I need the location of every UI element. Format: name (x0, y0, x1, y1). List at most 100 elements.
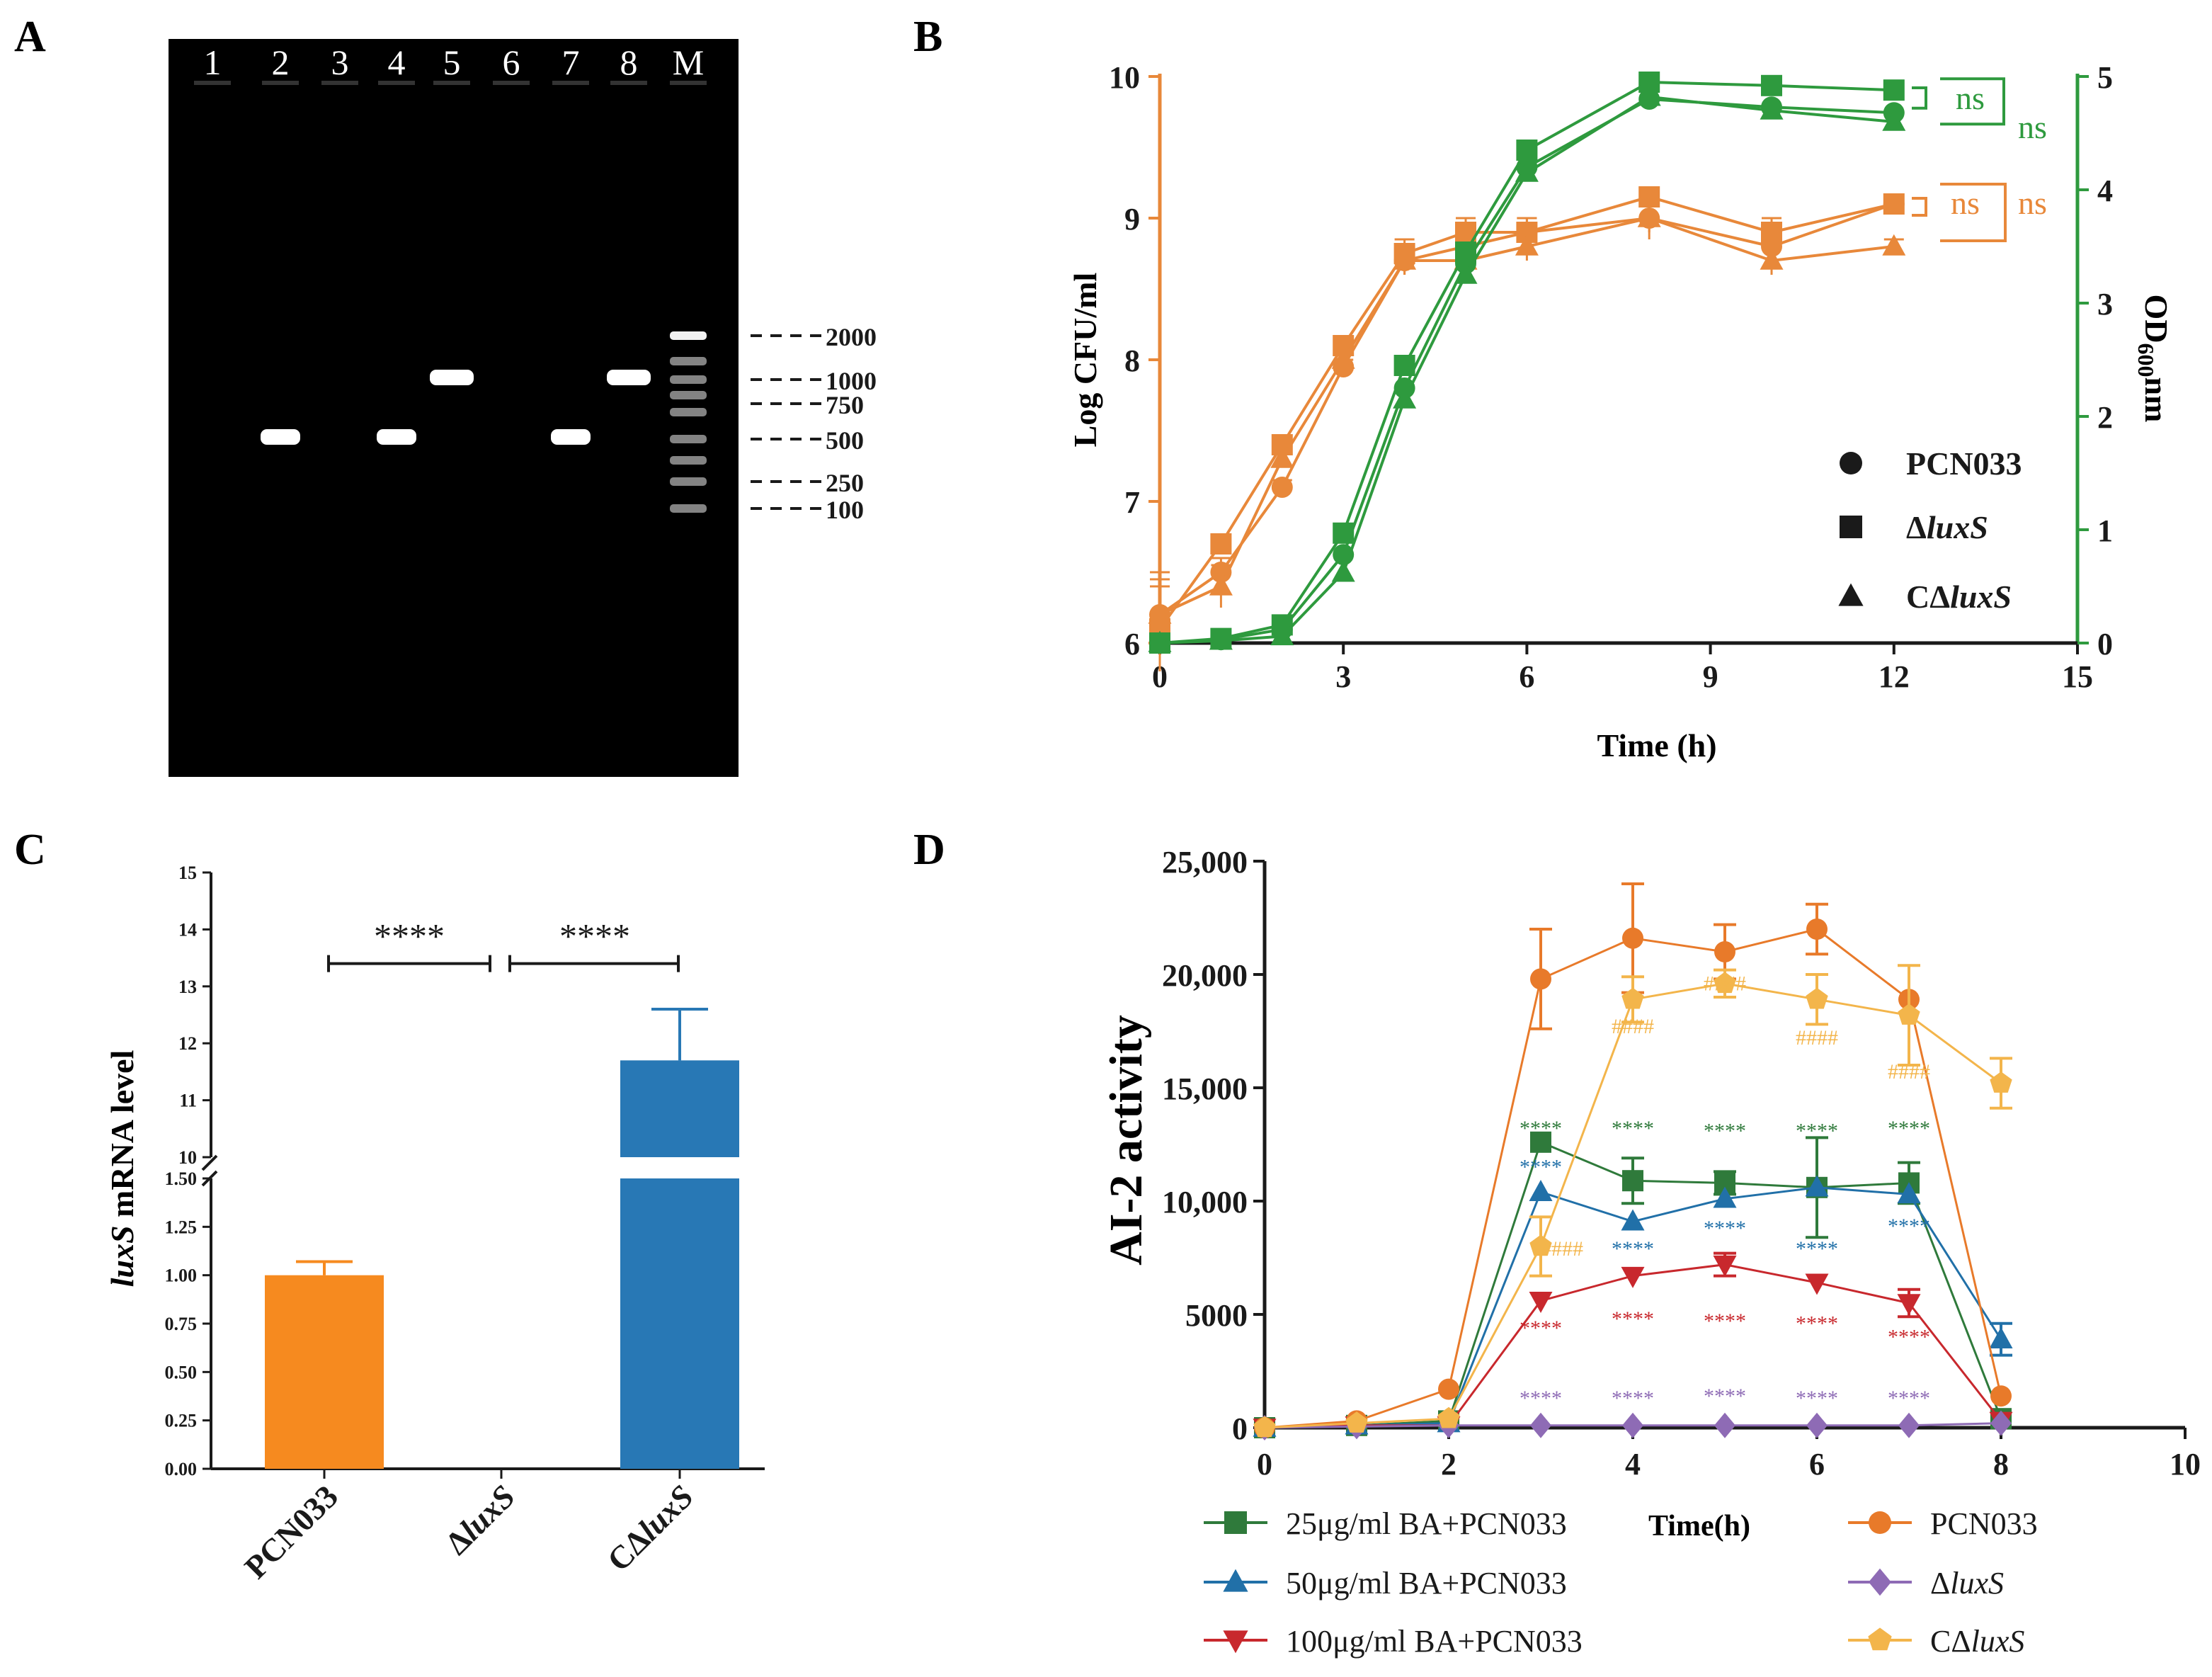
x-tick-label: 4 (1625, 1447, 1641, 1482)
ladder-band (670, 408, 707, 416)
data-point (1622, 1412, 1643, 1438)
chart-d: 0 2 4 6 8 10 0 5000 10,000 15,000 20,000 25,000 ****… (1162, 845, 2201, 1482)
chart-c-ylabel: luxS mRNA level (104, 1050, 140, 1287)
x-tick-label: 9 (1703, 659, 1718, 694)
ladder-band (670, 456, 707, 465)
y-left-tick-label: 10 (1109, 60, 1140, 95)
series-line-0 (1158, 203, 1895, 616)
chart-d-ylabel: AI-2 activity (1100, 1015, 1152, 1266)
chart-b-xlabel: Time (h) (1597, 727, 1716, 763)
y-tick-label: 13 (178, 977, 197, 997)
sig-marker: **** (1704, 1385, 1746, 1408)
gel-lane-label: 4 (388, 42, 406, 82)
sig-marker: **** (1704, 1309, 1746, 1333)
axis-break (201, 1154, 218, 1171)
data-point (1271, 477, 1293, 498)
data-point (1333, 522, 1355, 544)
gel-well (378, 81, 415, 85)
data-point (1714, 941, 1735, 962)
data-point (1210, 533, 1232, 555)
data-point (1529, 1234, 1552, 1256)
y-tick-label: 0.00 (165, 1459, 198, 1479)
bracket-outer-green (1940, 77, 2005, 126)
gel-well (670, 81, 707, 85)
sig-label: **** (559, 916, 630, 956)
data-point (1714, 972, 1736, 994)
marker-label-1000: 1000 (826, 367, 877, 395)
category-label-0: PCN033 (237, 1478, 345, 1586)
x-tick-label: 8 (1993, 1447, 2009, 1482)
data-point (1455, 241, 1476, 263)
sig-marker: #### (1704, 972, 1746, 995)
data-point (1805, 1175, 1829, 1197)
data-point (1883, 79, 1905, 101)
sig-marker: **** (1796, 1312, 1838, 1335)
data-point (1270, 446, 1294, 468)
sig-bracket-1 (327, 955, 491, 972)
legend-marker (1869, 1568, 1891, 1596)
data-point (1806, 987, 1828, 1009)
gel-lane-label: 8 (620, 42, 638, 82)
data-point (1529, 1179, 1553, 1201)
sig-marker: **** (1520, 1117, 1562, 1140)
panel-label-d: D (913, 826, 945, 874)
data-point (1529, 1292, 1553, 1314)
gel-image (169, 39, 739, 777)
legend-label-0: 25μg/ml BA+PCN033 (1286, 1506, 1567, 1541)
data-point (1209, 628, 1233, 650)
x-tick-label: 0 (1152, 659, 1168, 694)
gel-band-lane-2 (261, 429, 300, 445)
sig-marker: **** (1796, 1387, 1838, 1410)
gel-well (610, 81, 647, 85)
panel-label-a: A (14, 13, 46, 61)
sig-label: **** (374, 916, 445, 956)
data-point (1393, 355, 1415, 376)
gel-lane-label: 7 (562, 42, 580, 82)
legend-italic: luxS (1950, 1566, 2004, 1601)
marker-label-100: 100 (826, 496, 864, 524)
legend-marker (1223, 1630, 1248, 1654)
y-tick-label: 1.50 (165, 1169, 198, 1189)
y-tick-label: 0.25 (165, 1411, 198, 1431)
data-point (1637, 84, 1661, 106)
data-point (1438, 1378, 1459, 1400)
data-point (1393, 248, 1417, 270)
series-line-5 (1264, 982, 2002, 1429)
data-point (1897, 1182, 1921, 1204)
gel-well (493, 81, 530, 85)
x-tick-label: 3 (1335, 659, 1351, 694)
y-tick-label: 0 (1232, 1411, 1248, 1446)
gel-well (321, 81, 358, 85)
marker-label-250: 250 (826, 469, 864, 497)
ylabel-italic: luxS (104, 1225, 140, 1287)
data-point (1760, 248, 1784, 270)
bar-2-upper (620, 1060, 739, 1157)
x-tick-label: 2 (1441, 1447, 1456, 1482)
y-right-tick-label: 4 (2097, 174, 2113, 208)
y-tick-label: 1.00 (165, 1266, 198, 1286)
marker-label-500: 500 (826, 426, 864, 455)
data-point (1437, 1406, 1460, 1428)
data-point (1270, 624, 1294, 646)
gel-lane-label: 1 (204, 42, 222, 82)
ladder-band (670, 375, 707, 384)
legend-label-4: ΔluxS (1930, 1566, 2004, 1601)
data-point (1806, 1412, 1828, 1438)
y-tick-label: 25,000 (1162, 845, 1248, 880)
gel-band-lane-4 (377, 429, 416, 445)
sig-marker: #### (1796, 1026, 1838, 1050)
legend-marker (1868, 1627, 1892, 1651)
gel-lane-label: 3 (331, 42, 349, 82)
sig-marker: **** (1888, 1387, 1930, 1410)
chart-d-legend: 25μg/ml BA+PCN033 50μg/ml BA+PCN033 100μg/… (1204, 1506, 2038, 1659)
data-point (1990, 1385, 2012, 1407)
sig-marker: #### (1888, 1060, 1930, 1084)
sig-bracket-2 (508, 955, 680, 972)
od-sub: 600 (2133, 343, 2159, 377)
category-italic: luxS (632, 1478, 701, 1547)
y-tick-label: 10,000 (1162, 1185, 1248, 1220)
gel-well (262, 81, 299, 85)
